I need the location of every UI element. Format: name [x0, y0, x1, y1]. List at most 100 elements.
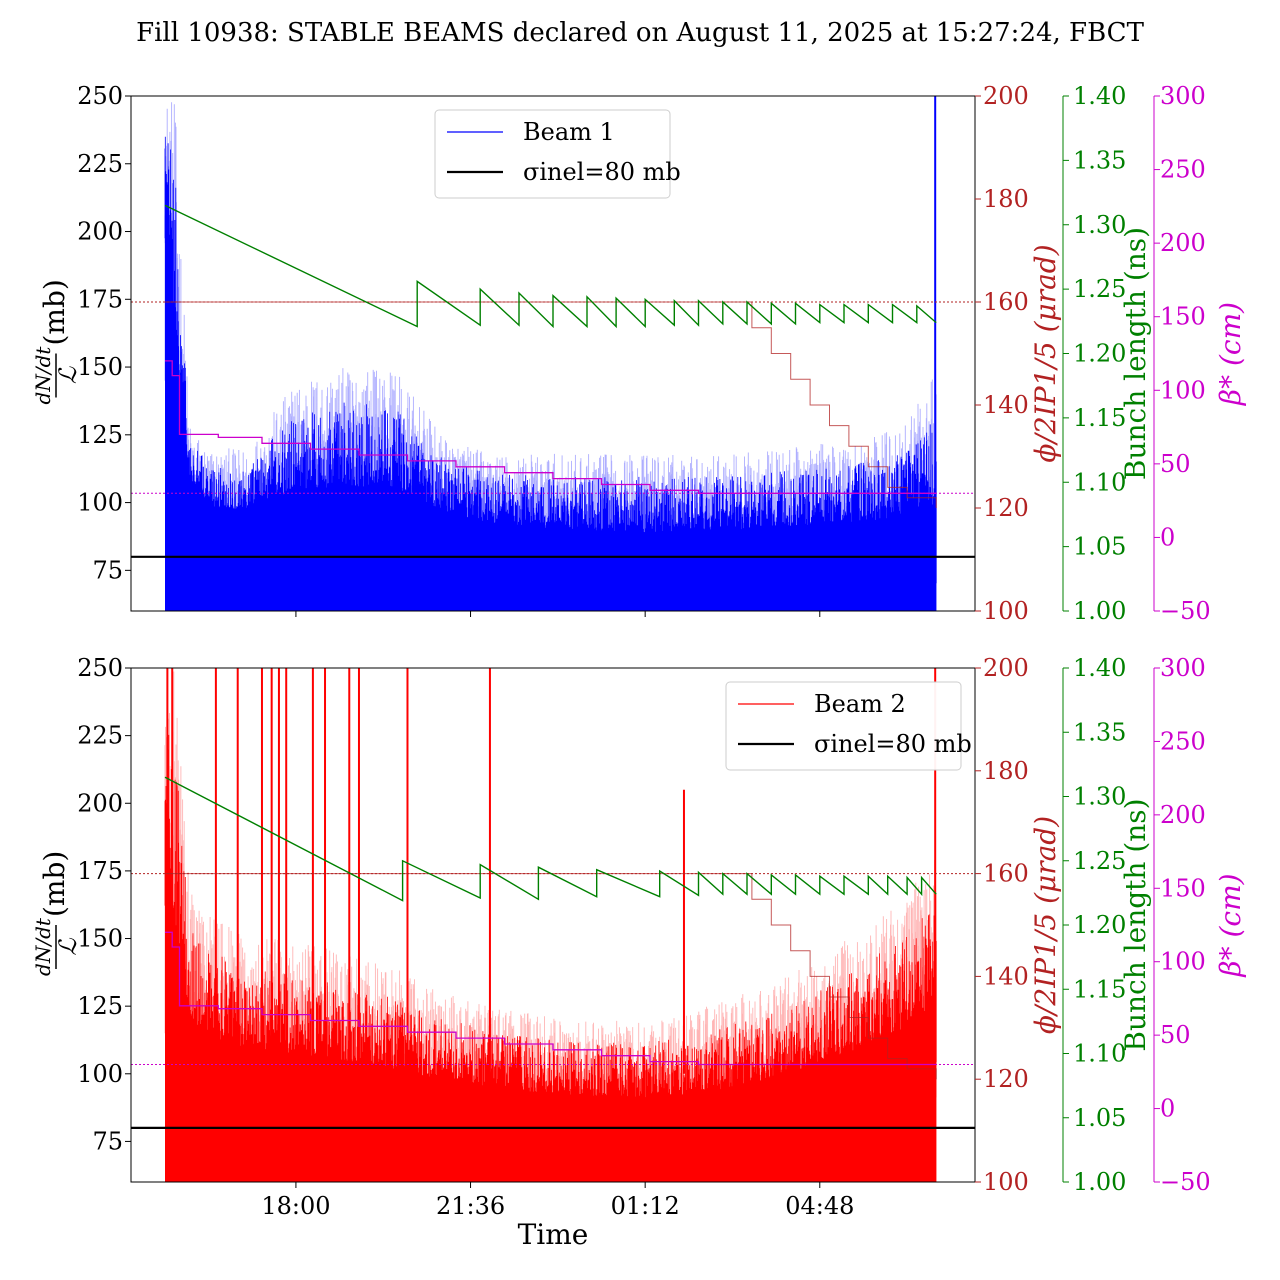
plot-frame: [130, 667, 976, 1183]
y-bunch-tick-label: 1.20: [1073, 911, 1126, 939]
y-bunch-tick-label: 1.30: [1073, 783, 1126, 811]
y-crossing-axis-label: ϕ/2IP1/5 (μrad): [1029, 244, 1062, 462]
y-beta-tick-label: 250: [1160, 156, 1206, 184]
y-left-label-unit: (mb): [38, 279, 71, 345]
crossing-angle-curve: [165, 301, 937, 508]
bunch-length-curve: [164, 204, 937, 329]
y-bunch-tick-label: 1.15: [1073, 975, 1126, 1003]
y-beta-tick-label: 200: [1160, 801, 1206, 829]
y-beta-tick-label: 50: [1160, 450, 1191, 478]
y-crossing-axis-label: ϕ/2IP1/5 (μrad): [1029, 816, 1062, 1034]
y-left-tick-label: 250: [77, 82, 123, 110]
y-left-tick-label: 175: [77, 857, 123, 885]
y-bunch-tick-label: 1.05: [1073, 533, 1126, 561]
y-left-axis-label: dN/dt ℒ (mb): [31, 279, 82, 404]
y-left-label-denominator: ℒ: [54, 366, 82, 384]
x-tick-label: 04:48: [785, 1192, 854, 1220]
chart-title: Fill 10938: STABLE BEAMS declared on Aug…: [136, 18, 1144, 48]
x-tick-label: 21:36: [436, 1192, 505, 1220]
y-crossing-tick-label: 140: [983, 962, 1029, 990]
legend: Beam 2 σinel=80 mb: [725, 681, 972, 771]
y-beta-tick-label: −50: [1160, 1168, 1211, 1196]
y-bunch-tick-label: 1.00: [1073, 597, 1126, 625]
y-beta-tick-label: −50: [1160, 597, 1211, 625]
y-bunch-tick-label: 1.15: [1073, 404, 1126, 432]
y-left-tick-label: 175: [77, 285, 123, 313]
y-left-tick-label: 100: [77, 489, 123, 517]
y-bunch-label-text: Bunch length (ns): [1119, 798, 1152, 1051]
y-left-label-unit: (mb): [38, 851, 71, 917]
y-beta-tick-label: 200: [1160, 229, 1206, 257]
y-crossing-tick-label: 140: [983, 391, 1029, 419]
y-bunch-tick-label: 1.10: [1073, 1040, 1126, 1068]
x-tick-label: 18:00: [261, 1192, 330, 1220]
y-beta-tick-label: 150: [1160, 874, 1206, 902]
panel-beam-2: 75 100 125 150 175 200 225 250 100 120 140 160 180 20…: [31, 654, 1247, 1251]
y-crossing-label-text: ϕ/2IP1/5 (μrad): [1029, 244, 1062, 462]
y-beta-tick-label: 50: [1160, 1021, 1191, 1049]
plot-area: [131, 668, 975, 1182]
y-left-tick-label: 75: [92, 556, 123, 584]
y-left-tick-label: 225: [77, 722, 123, 750]
y-left-axis-label: dN/dt ℒ (mb): [31, 851, 82, 976]
y-left-label-numerator: dN/dt: [31, 346, 55, 405]
y-crossing-tick-label: 200: [983, 82, 1029, 110]
y-left-label-numerator: dN/dt: [31, 917, 55, 976]
legend-label-beam: Beam 2: [814, 690, 906, 718]
y-bunch-tick-label: 1.20: [1073, 340, 1126, 368]
y-beta-label-text: β* (cm): [1214, 302, 1247, 406]
x-axis-label: Time: [518, 1218, 589, 1251]
plot-frame: [130, 95, 976, 612]
y-left-tick-label: 100: [77, 1060, 123, 1088]
y-crossing-tick-label: 100: [983, 1168, 1029, 1196]
panel-beam-1: 75 100 125 150 175 200 225 250 100 120 140 160 180 20…: [31, 82, 1247, 625]
y-beta-tick-label: 0: [1160, 1095, 1175, 1123]
y-bunch-tick-label: 1.25: [1073, 847, 1126, 875]
legend-label-beam: Beam 1: [523, 118, 615, 146]
y-crossing-tick-label: 180: [983, 757, 1029, 785]
y-left-label-denominator: ℒ: [54, 938, 82, 956]
y-beta-tick-label: 100: [1160, 376, 1206, 404]
y-beta-tick-label: 150: [1160, 303, 1206, 331]
y-bunch-tick-label: 1.40: [1073, 654, 1126, 682]
legend: Beam 1 σinel=80 mb: [434, 109, 681, 199]
y-bunch-tick-label: 1.05: [1073, 1104, 1126, 1132]
y-bunch-tick-label: 1.40: [1073, 82, 1126, 110]
beam-loss-core: [165, 199, 937, 611]
legend-label-sigma: σinel=80 mb: [523, 158, 681, 186]
y-beta-tick-label: 300: [1160, 654, 1206, 682]
beta-star-curve: [165, 931, 937, 1066]
y-beta-axis-label: β* (cm): [1214, 873, 1247, 977]
y-beta-tick-label: 250: [1160, 727, 1206, 755]
y-left-tick-label: 225: [77, 150, 123, 178]
y-left-tick-label: 75: [92, 1127, 123, 1155]
y-bunch-tick-label: 1.10: [1073, 468, 1126, 496]
y-crossing-label-text: ϕ/2IP1/5 (μrad): [1029, 816, 1062, 1034]
y-beta-label-text: β* (cm): [1214, 873, 1247, 977]
y-bunch-axis-label: Bunch length (ns): [1119, 227, 1152, 480]
y-left-tick-label: 125: [77, 421, 123, 449]
beta-star-curve: [165, 360, 937, 494]
y-left-tick-label: 200: [77, 218, 123, 246]
y-left-tick-label: 250: [77, 654, 123, 682]
y-crossing-tick-label: 160: [983, 288, 1029, 316]
beam-loss-core: [165, 852, 937, 1182]
y-crossing-tick-label: 100: [983, 597, 1029, 625]
y-left-tick-label: 125: [77, 992, 123, 1020]
y-beta-tick-label: 100: [1160, 948, 1206, 976]
y-left-tick-label: 200: [77, 789, 123, 817]
crossing-angle-curve: [165, 873, 937, 1080]
x-tick-label: 01:12: [611, 1192, 680, 1220]
y-bunch-tick-label: 1.30: [1073, 211, 1126, 239]
bunch-length-curve: [164, 776, 937, 902]
y-left-tick-label: 150: [77, 353, 123, 381]
plot-area: [131, 96, 975, 611]
y-crossing-tick-label: 120: [983, 494, 1029, 522]
y-left-tick-label: 150: [77, 925, 123, 953]
y-bunch-label-text: Bunch length (ns): [1119, 227, 1152, 480]
y-bunch-tick-label: 1.00: [1073, 1168, 1126, 1196]
y-beta-axis-label: β* (cm): [1214, 302, 1247, 406]
y-beta-tick-label: 300: [1160, 82, 1206, 110]
y-crossing-tick-label: 160: [983, 860, 1029, 888]
